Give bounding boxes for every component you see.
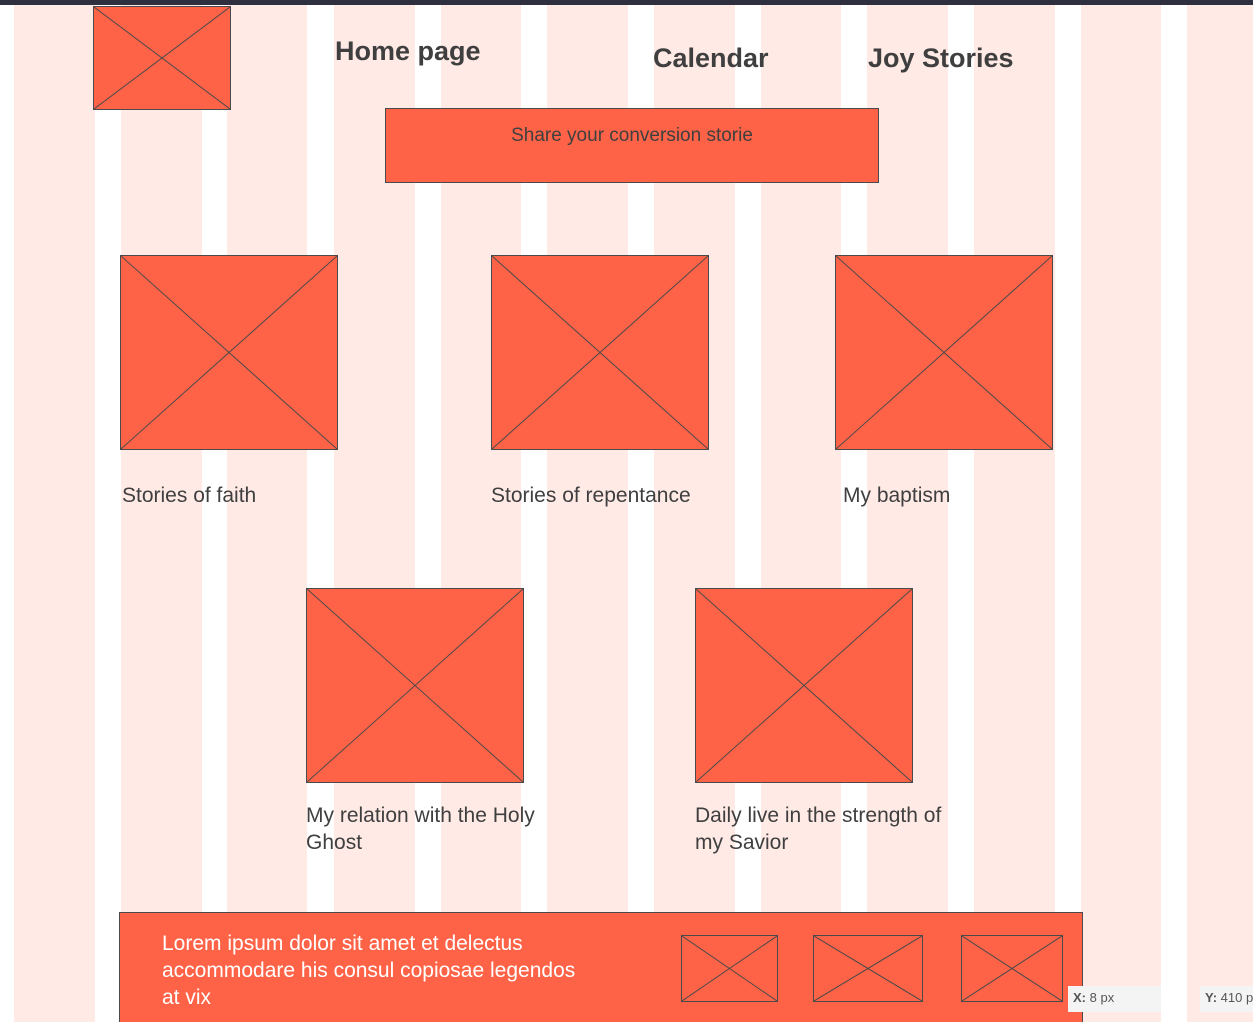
y-coordinate-label: Y: [1205, 990, 1218, 1005]
story-image-holy-ghost[interactable] [306, 588, 524, 783]
y-coordinate-value: 410 p [1220, 990, 1253, 1005]
story-caption-baptism[interactable]: My baptism [843, 484, 951, 507]
image-placeholder-icon [94, 7, 230, 109]
image-placeholder-icon [682, 936, 777, 1001]
story-caption-savior[interactable]: Daily live in the strength of my Savior [695, 804, 942, 854]
layout-grid-column [1081, 5, 1161, 1022]
share-story-button-label: Share your conversion storie [511, 125, 753, 146]
footer-thumbnail[interactable] [681, 935, 778, 1002]
footer-text: Lorem ipsum dolor sit amet et delectus a… [162, 932, 576, 1009]
layout-grid-column [14, 5, 95, 1022]
image-placeholder-icon [492, 256, 708, 449]
image-placeholder-icon [814, 936, 922, 1001]
logo-placeholder[interactable] [93, 6, 231, 110]
layout-grid-column [1187, 5, 1253, 1022]
layout-grid-column [867, 5, 948, 1022]
image-placeholder-icon [696, 589, 912, 782]
footer-thumbnail[interactable] [961, 935, 1063, 1002]
footer-banner: Lorem ipsum dolor sit amet et delectus a… [119, 912, 1083, 1022]
x-coordinate-label: X: [1073, 990, 1086, 1005]
image-placeholder-icon [307, 589, 523, 782]
image-placeholder-icon [836, 256, 1052, 449]
x-coordinate-value: 8 px [1089, 990, 1115, 1005]
nav-joy-stories-link[interactable]: Joy Stories [868, 43, 1014, 73]
story-image-baptism[interactable] [835, 255, 1053, 450]
layout-grid-column [121, 5, 202, 1022]
share-story-button[interactable]: Share your conversion storie [385, 108, 879, 183]
story-caption-holy-ghost[interactable]: My relation with the Holy Ghost [306, 804, 535, 854]
story-caption-repentance[interactable]: Stories of repentance [491, 484, 691, 507]
layout-grid-column [227, 5, 307, 1022]
story-image-repentance[interactable] [491, 255, 709, 450]
story-caption-faith[interactable]: Stories of faith [122, 484, 257, 507]
image-placeholder-icon [121, 256, 337, 449]
story-image-savior[interactable] [695, 588, 913, 783]
x-coordinate-readout: X: 8 px [1068, 986, 1161, 1012]
nav-calendar-link[interactable]: Calendar [653, 43, 769, 73]
window-top-bar [0, 0, 1253, 5]
y-coordinate-readout: Y: 410 p [1200, 986, 1253, 1012]
nav-home-link[interactable]: Home page [335, 36, 481, 66]
image-placeholder-icon [962, 936, 1062, 1001]
story-image-faith[interactable] [120, 255, 338, 450]
layout-grid-column [974, 5, 1055, 1022]
footer-thumbnail[interactable] [813, 935, 923, 1002]
